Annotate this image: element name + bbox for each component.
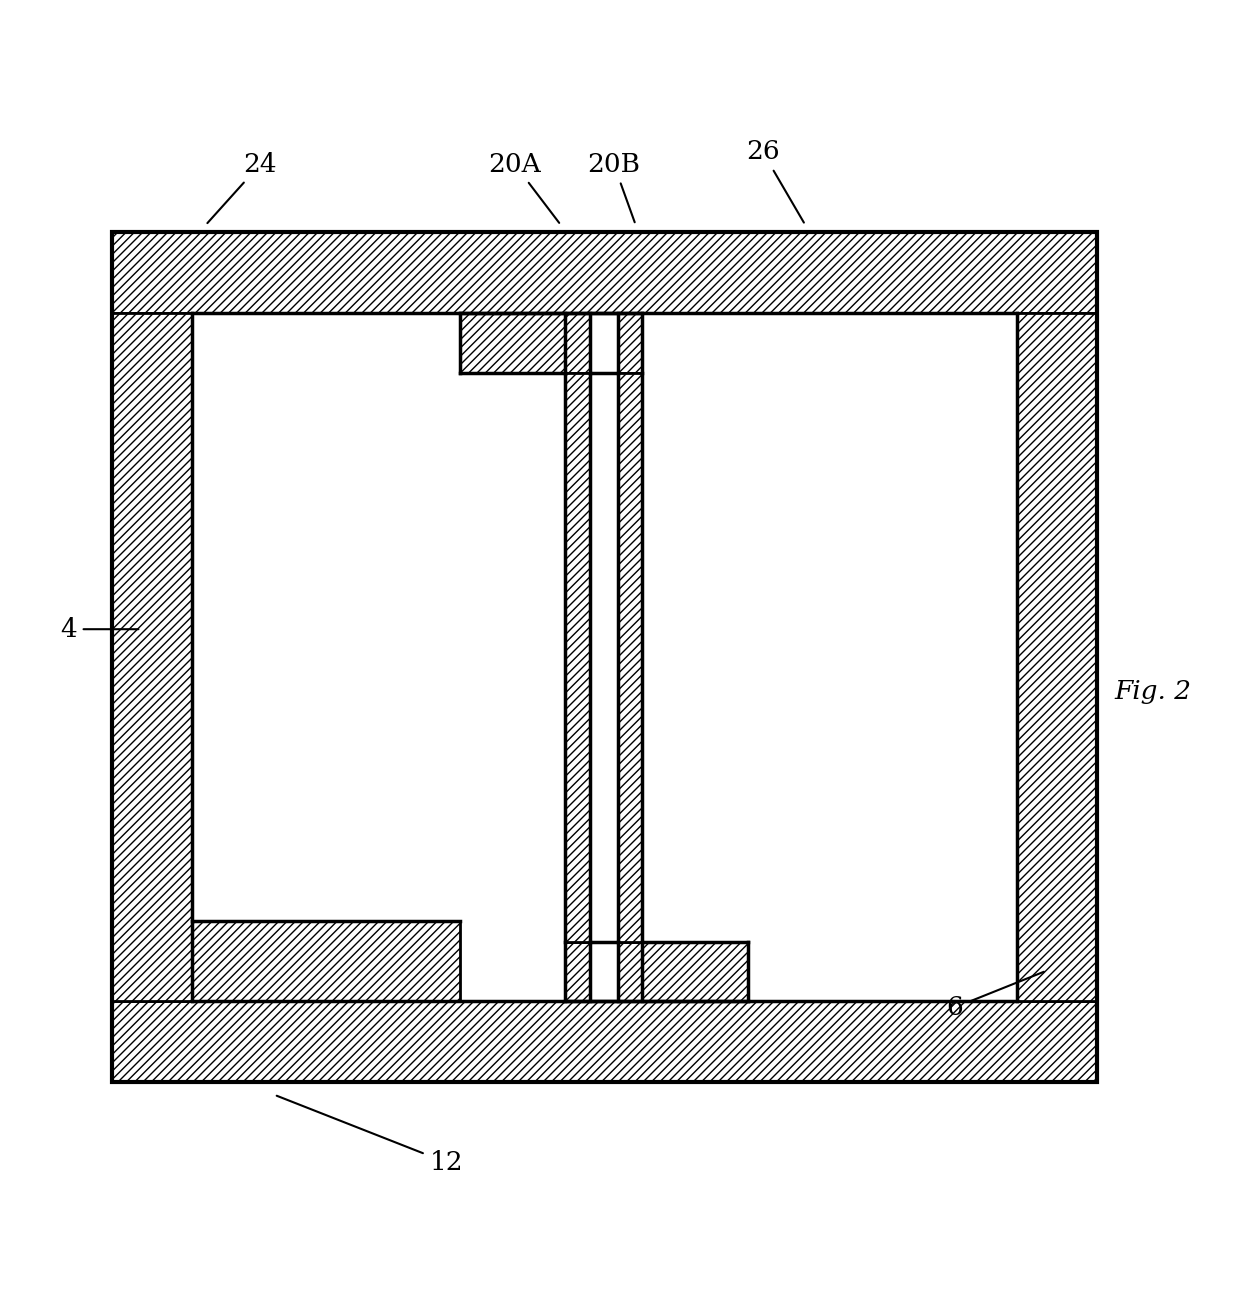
Text: 6: 6 [946,972,1044,1020]
Bar [192,313,1017,1001]
Bar [192,921,460,1001]
Text: 20A: 20A [489,152,559,222]
Bar [565,313,590,373]
Text: 20B: 20B [588,152,640,222]
Bar [112,233,1097,313]
Bar [642,942,748,1001]
Bar [565,942,590,1001]
Bar [618,313,642,373]
Text: 4: 4 [60,616,139,642]
Bar [112,1001,1097,1082]
Bar [460,313,565,373]
Text: 12: 12 [277,1096,464,1175]
Bar [1017,313,1097,1001]
Bar [565,373,590,942]
Bar [618,373,642,942]
Text: 26: 26 [745,139,804,222]
Bar [618,942,642,1001]
Bar [112,313,192,1001]
Text: Fig. 2: Fig. 2 [1115,679,1192,704]
Bar [112,233,1097,1082]
Text: 24: 24 [207,152,278,224]
Bar [590,313,618,1001]
